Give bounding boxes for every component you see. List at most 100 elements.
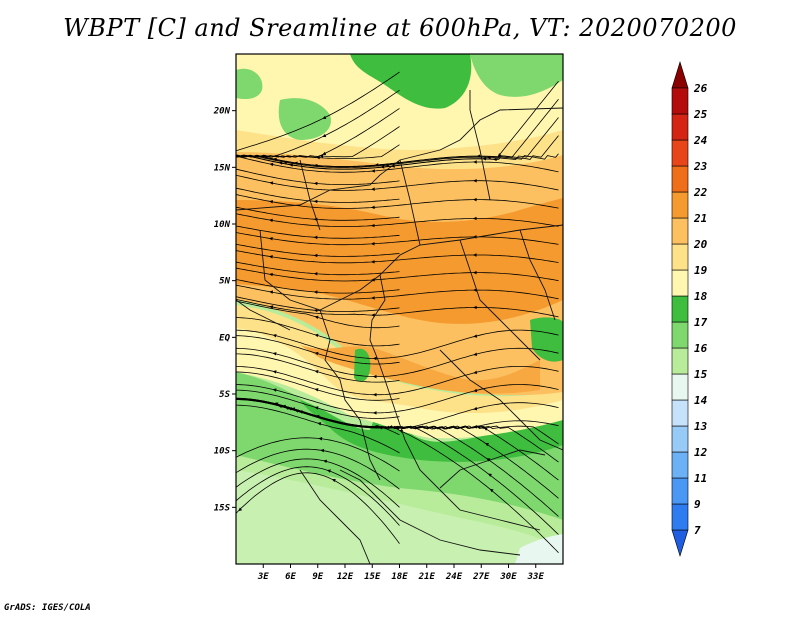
streamline [236,225,400,239]
streamline-arrow [371,296,375,300]
country-borders [236,90,563,564]
y-tick-label: 10N [214,220,231,230]
streamline-arrow [272,370,277,374]
y-tick-label: 10S [214,447,231,457]
streamline-arrow [326,469,331,473]
streamline-arrow [395,161,400,165]
x-tick-label: 15E [364,572,381,582]
colorbar-label: 14 [694,394,708,407]
field-green-north-4 [236,68,263,100]
streamline-arrow [319,154,324,158]
colorbar-label: 15 [694,368,708,381]
streamline-arrow [493,157,497,162]
colorbar-swatch [671,165,689,193]
colorbar-swatch [671,87,689,115]
streamline [236,206,400,221]
colorbar-swatch [671,399,689,427]
streamline [236,329,559,359]
y-tick-label: 5S [219,390,230,400]
streamline [236,194,559,209]
streamline-arrow [371,187,375,191]
streamline-arrow [322,151,327,156]
streamline-arrow [473,425,478,429]
field-green-east [530,317,563,362]
field-green-mid [236,372,563,520]
streamline-arrow [272,352,277,356]
streamline-arrow [318,437,323,441]
streamline-arrow [473,178,477,183]
streamline-arrow [314,333,319,338]
colorbar: 7 9 11 12 13 14 15 16 17 18 19 20 21 22 23 24 25 26 [671,60,708,558]
streamline [236,243,400,257]
streamline-arrow [313,235,318,240]
streamline-arrow [322,133,327,138]
streamline [236,347,559,377]
y-tick-label: 20N [213,107,231,117]
colorbar-label: 19 [694,264,708,277]
field-green-dark [300,400,563,462]
streamline-arrow [473,406,478,411]
colorbar-label: 7 [694,524,701,537]
streamline-arrow [473,305,477,310]
colorbar-label: 16 [694,342,708,355]
streamline-arrow [316,155,320,160]
streamline-arrow [320,448,325,453]
colorbar-swatch [671,113,689,141]
streamline-arrow [472,216,477,221]
streamline-arrow [269,162,274,167]
streamline-arrow [372,374,377,379]
streamline [236,89,400,158]
x-tick-label: 24E [445,572,463,582]
streamlines [236,71,559,553]
streamline-arrow [484,442,489,447]
streamline [236,267,559,282]
y-tick-label: 5N [219,277,230,287]
streamline-arrow [314,388,319,392]
colorbar-swatch [671,321,689,349]
streamline [236,472,400,544]
x-tick-label: 9E [312,572,323,582]
streamline [236,437,400,472]
x-tick-label: 18E [391,572,408,582]
streamline-arrow [269,272,273,277]
colorbar-label: 12 [694,446,708,459]
streamline-arrow [289,163,293,167]
streamline [236,366,559,396]
streamline [236,466,400,526]
field-green-north-3 [278,98,331,140]
colorbar-label: 23 [693,160,708,173]
streamline [236,371,400,401]
colorbar-bottom-arrow [671,529,689,558]
streamline-arrow [314,406,319,410]
colorbar-label: 20 [693,238,708,251]
field-orange-light-south [236,305,563,414]
y-axis: 15S 10S 5S EQ 5N 10N 15N 20N [213,107,236,513]
streamline-arrow [370,260,375,264]
streamline-arrow [314,351,319,356]
streamline-arrow [269,200,273,204]
colorbar-label: 25 [693,108,708,121]
grads-credit: GrADS: IGES/COLA [4,603,91,613]
colorbar-label: 13 [694,420,708,433]
streamline [236,187,400,203]
field-south-light [236,470,563,564]
x-tick-label: 12E [337,572,354,582]
streamline-arrow [268,236,273,241]
streamline-arrow [473,370,478,375]
streamline-arrow [269,218,273,223]
field-green-north-2 [470,54,563,97]
field-green-north-1 [350,54,472,109]
streamline [236,250,559,264]
streamline [236,298,559,318]
colorbar-label: 24 [693,134,708,147]
streamline-arrow [293,161,298,165]
streamline-arrow [487,473,492,477]
streamline [236,335,400,365]
streamline-arrow [489,488,494,493]
streamline-arrow [269,181,274,185]
streamline [236,174,559,191]
streamline-arrow [314,370,319,374]
streamline [236,458,400,508]
streamline-arrow [372,392,377,397]
colorbar-label: 9 [694,498,701,511]
